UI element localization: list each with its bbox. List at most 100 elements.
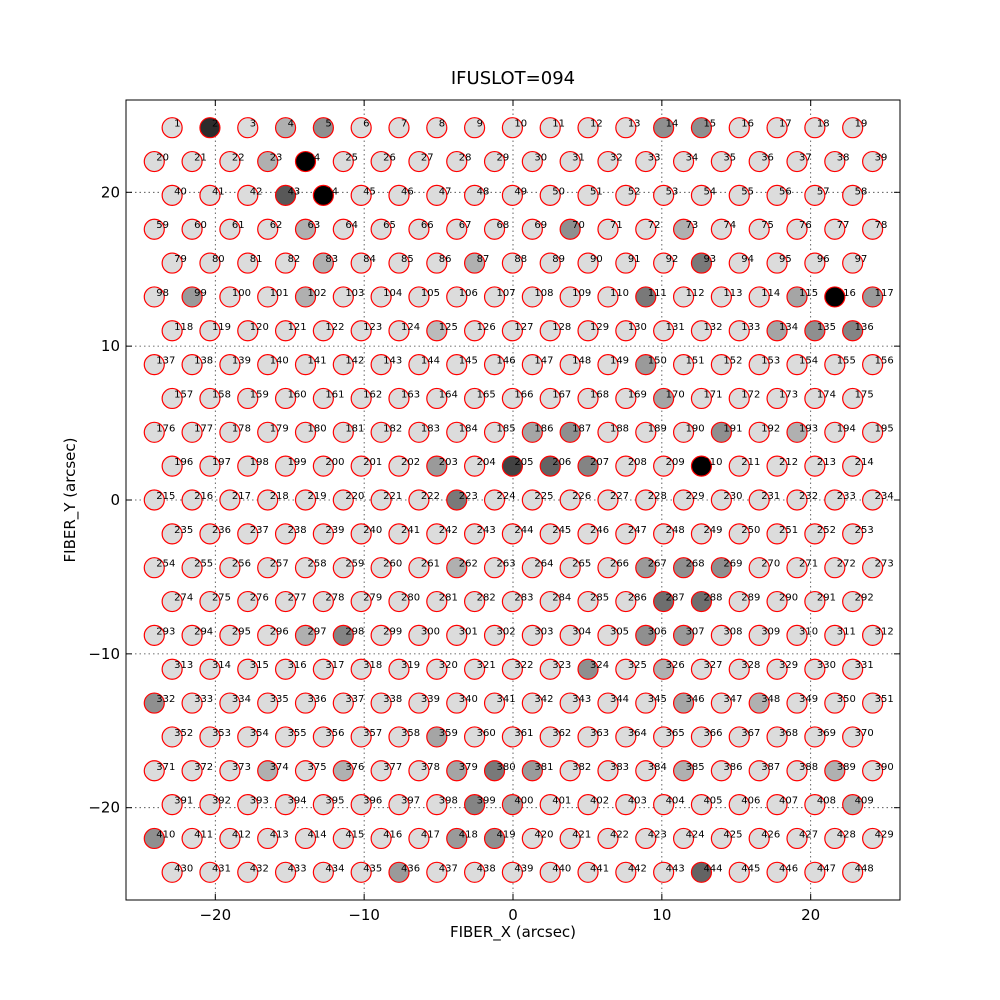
fiber-marker bbox=[615, 658, 637, 680]
fiber-marker bbox=[219, 354, 241, 376]
fiber-label: 200 bbox=[325, 457, 344, 468]
fiber-label: 393 bbox=[250, 796, 269, 807]
fiber-marker bbox=[143, 692, 165, 714]
fiber-marker bbox=[143, 557, 165, 579]
fiber-marker bbox=[539, 455, 561, 477]
fiber-label: 90 bbox=[590, 254, 603, 265]
fiber-label: 68 bbox=[497, 220, 510, 231]
fiber-marker bbox=[824, 692, 846, 714]
fiber-marker bbox=[426, 455, 448, 477]
fiber-marker bbox=[615, 590, 637, 613]
fiber-marker bbox=[408, 827, 430, 850]
fiber-marker bbox=[501, 252, 524, 274]
fiber-marker bbox=[615, 455, 637, 477]
fiber-marker bbox=[597, 286, 619, 308]
fiber-marker bbox=[370, 827, 392, 850]
fiber-marker bbox=[501, 117, 524, 139]
fiber-marker bbox=[446, 354, 468, 376]
fiber-label: 103 bbox=[345, 288, 364, 299]
fiber-label: 395 bbox=[325, 796, 344, 807]
fiber-marker bbox=[463, 861, 486, 883]
fiber-label: 151 bbox=[686, 356, 705, 367]
fiber-label: 444 bbox=[703, 863, 722, 874]
fiber-marker bbox=[426, 320, 448, 342]
fiber-label: 378 bbox=[421, 762, 440, 773]
fiber-label: 414 bbox=[308, 829, 327, 840]
fiber-marker bbox=[350, 455, 372, 477]
fiber-marker bbox=[274, 387, 297, 410]
fiber-label: 271 bbox=[799, 559, 818, 570]
fiber-label: 9 bbox=[477, 119, 483, 130]
fiber-marker bbox=[690, 861, 713, 883]
fiber-marker bbox=[842, 320, 864, 342]
fiber-marker bbox=[748, 489, 770, 511]
fiber-label: 51 bbox=[590, 186, 603, 197]
fiber-marker bbox=[710, 624, 732, 646]
fiber-marker bbox=[710, 354, 732, 376]
fiber-label: 98 bbox=[156, 288, 169, 299]
fiber-label: 330 bbox=[817, 660, 836, 671]
fiber-marker bbox=[710, 218, 732, 240]
fiber-marker bbox=[728, 658, 750, 680]
fiber-label: 380 bbox=[497, 762, 516, 773]
fiber-label: 244 bbox=[514, 525, 533, 536]
fiber-label: 23 bbox=[270, 153, 283, 164]
fiber-marker bbox=[862, 489, 884, 511]
fiber-label: 141 bbox=[308, 356, 327, 367]
fiber-marker bbox=[804, 658, 826, 680]
fiber-marker bbox=[728, 455, 750, 477]
fiber-marker bbox=[219, 827, 241, 850]
fiber-label: 253 bbox=[855, 525, 874, 536]
fiber-marker bbox=[143, 827, 165, 850]
fiber-label: 303 bbox=[534, 626, 553, 637]
fiber-marker bbox=[501, 590, 524, 613]
fiber-label: 74 bbox=[723, 220, 736, 231]
fiber-marker bbox=[862, 354, 884, 376]
fiber-marker bbox=[426, 117, 448, 139]
fiber-label: 205 bbox=[514, 457, 533, 468]
fiber-marker bbox=[690, 590, 713, 613]
fiber-marker bbox=[672, 760, 695, 782]
fiber-marker bbox=[143, 150, 165, 173]
fiber-marker bbox=[463, 726, 486, 748]
fiber-marker bbox=[237, 117, 259, 139]
fiber-label: 358 bbox=[401, 728, 420, 739]
fiber-marker bbox=[426, 252, 448, 274]
fiber-marker bbox=[804, 726, 826, 748]
fiber-label: 383 bbox=[610, 762, 629, 773]
fiber-label: 230 bbox=[723, 491, 742, 502]
fiber-label: 182 bbox=[383, 423, 402, 434]
fiber-marker bbox=[728, 117, 750, 139]
fiber-marker bbox=[370, 354, 392, 376]
fiber-marker bbox=[653, 252, 675, 274]
x-tick-label: 20 bbox=[801, 906, 820, 924]
fiber-label: 31 bbox=[572, 153, 585, 164]
fiber-label: 78 bbox=[875, 220, 888, 231]
fiber-marker bbox=[257, 150, 279, 173]
fiber-marker bbox=[463, 794, 486, 816]
fiber-label: 323 bbox=[552, 660, 571, 671]
fiber-label: 325 bbox=[628, 660, 647, 671]
fiber-label: 124 bbox=[401, 322, 420, 333]
fiber-marker bbox=[426, 590, 448, 613]
fiber-marker bbox=[597, 827, 619, 850]
fiber-marker bbox=[446, 489, 468, 511]
fiber-marker bbox=[312, 117, 334, 139]
fiber-label: 88 bbox=[514, 254, 527, 265]
fiber-label: 279 bbox=[363, 593, 382, 604]
fiber-label: 333 bbox=[194, 694, 213, 705]
fiber-label: 437 bbox=[439, 863, 458, 874]
fiber-label: 392 bbox=[212, 796, 231, 807]
fiber-label: 14 bbox=[666, 119, 679, 130]
chart-title: IFUSLOT=094 bbox=[451, 68, 575, 89]
fiber-marker bbox=[161, 252, 183, 274]
fiber-marker bbox=[237, 794, 259, 816]
fiber-label: 37 bbox=[799, 153, 812, 164]
fiber-label: 47 bbox=[439, 186, 452, 197]
fiber-label: 447 bbox=[817, 863, 836, 874]
fiber-marker bbox=[804, 184, 826, 206]
fiber-marker bbox=[842, 117, 864, 139]
fiber-marker bbox=[577, 726, 599, 748]
fiber-label: 155 bbox=[837, 356, 856, 367]
fiber-label: 202 bbox=[401, 457, 420, 468]
